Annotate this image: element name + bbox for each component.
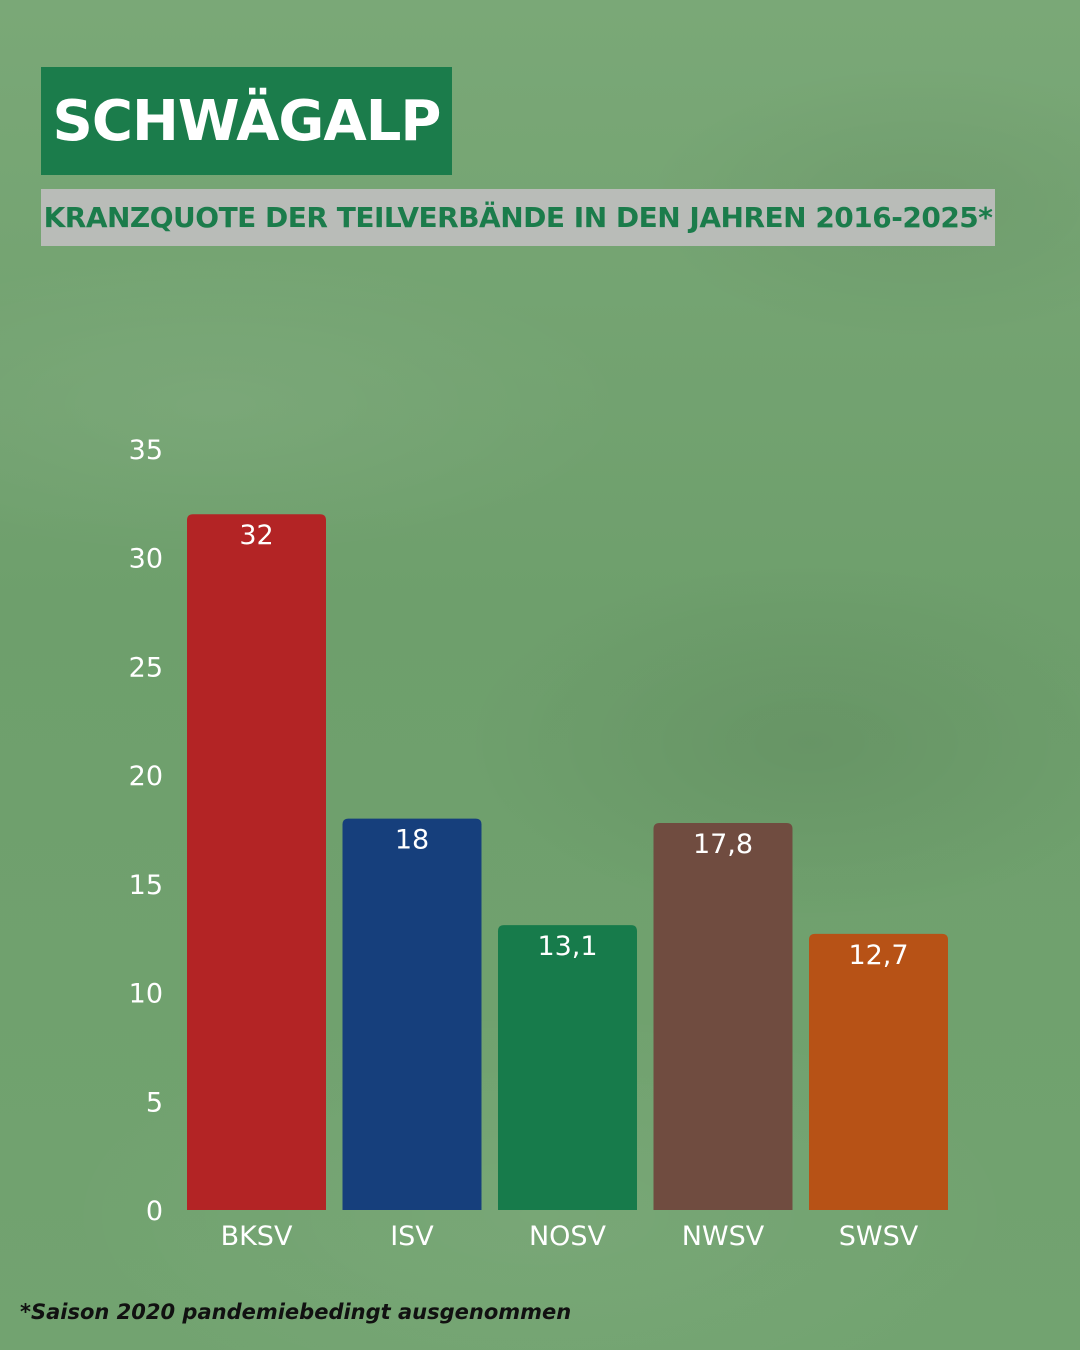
data-label: 12,7	[848, 940, 908, 971]
bar-isv	[342, 818, 482, 1210]
data-label: 13,1	[537, 931, 597, 962]
y-tick-label: 15	[129, 870, 163, 901]
y-tick-label: 0	[146, 1196, 163, 1227]
y-tick-label: 30	[129, 544, 163, 575]
x-tick-label: SWSV	[839, 1221, 919, 1252]
title-banner: SCHWÄGALP	[41, 67, 452, 175]
bar-nwsv	[653, 822, 793, 1210]
data-label: 17,8	[693, 829, 753, 860]
y-tick-label: 5	[146, 1087, 163, 1118]
page-title: SCHWÄGALP	[52, 88, 442, 154]
bar-nosv	[498, 925, 637, 1210]
y-tick-label: 10	[129, 979, 163, 1010]
bar-bksv	[187, 514, 326, 1210]
data-label: 18	[395, 825, 429, 856]
y-tick-label: 35	[129, 435, 163, 466]
footnote: *Saison 2020 pandemiebedingt ausgenommen	[20, 1300, 572, 1324]
x-tick-label: ISV	[390, 1221, 434, 1252]
chart-subtitle: KRANZQUOTE DER TEILVERBÄNDE IN DEN JAHRE…	[43, 201, 993, 234]
x-tick-label: BKSV	[221, 1221, 293, 1252]
x-tick-label: NWSV	[682, 1221, 765, 1252]
y-tick-label: 25	[129, 652, 163, 683]
x-tick-label: NOSV	[529, 1221, 607, 1252]
data-label: 32	[239, 520, 273, 551]
subtitle-banner: KRANZQUOTE DER TEILVERBÄNDE IN DEN JAHRE…	[41, 189, 995, 246]
bar-swsv	[809, 933, 948, 1210]
y-tick-label: 20	[129, 761, 163, 792]
